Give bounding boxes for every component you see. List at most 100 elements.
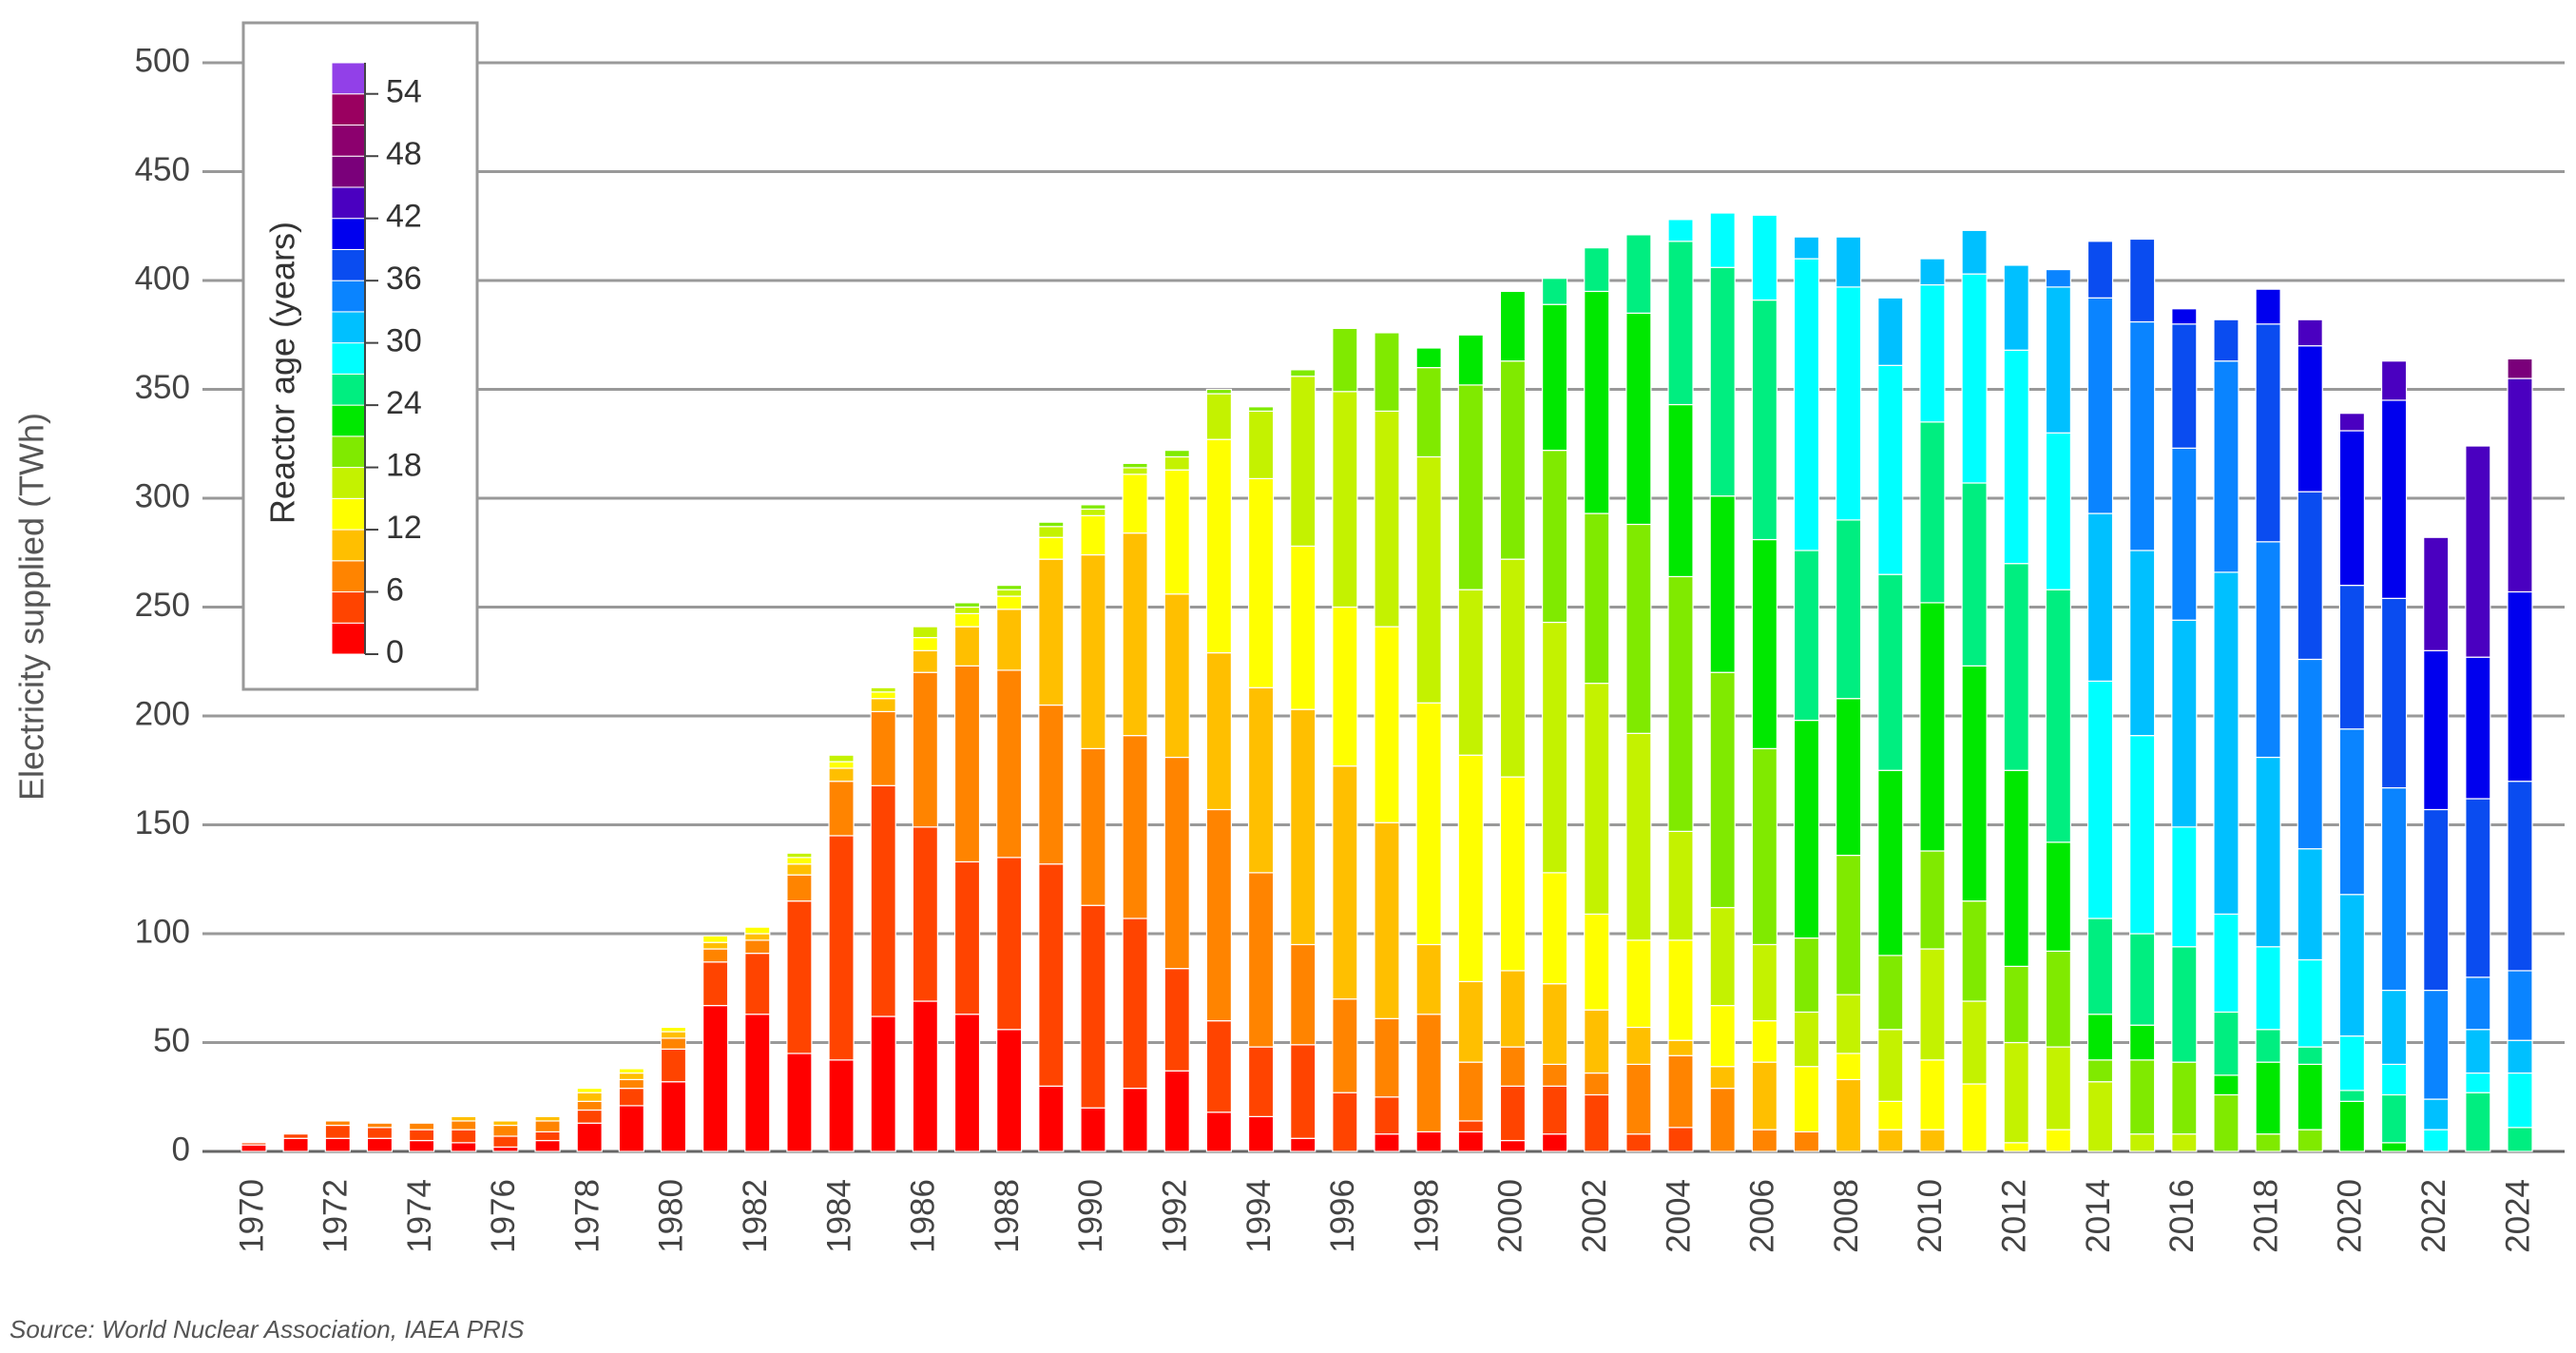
bar-segment	[2297, 848, 2323, 961]
bar-segment	[1415, 1131, 1442, 1152]
bar-segment	[1877, 364, 1904, 575]
bar-segment	[1541, 303, 1568, 452]
bar-segment	[2338, 430, 2366, 587]
bar-segment	[2465, 798, 2491, 978]
colorbar-tick-label: 42	[386, 199, 422, 235]
bar-segment	[828, 767, 855, 783]
bar-segment	[1793, 258, 1820, 551]
bar-segment	[870, 691, 896, 700]
bar-segment	[1374, 1133, 1400, 1152]
bar-segment	[2213, 360, 2240, 573]
bar-segment	[2297, 1046, 2323, 1065]
bar-segment	[1122, 918, 1148, 1090]
x-tick-label: 2022	[2415, 1179, 2452, 1253]
bar-segment	[2086, 918, 2114, 1015]
bar-segment	[1499, 360, 1527, 560]
bar-segment	[1374, 332, 1400, 412]
x-tick-label: 2014	[2080, 1179, 2117, 1253]
bar-segment	[660, 1031, 687, 1039]
bar-segment	[1625, 1133, 1652, 1152]
bar-segment	[2507, 1127, 2533, 1152]
bar-segment	[451, 1129, 477, 1144]
bar-segment	[744, 939, 771, 955]
bar-segment	[2213, 1093, 2240, 1152]
bar-segment	[1751, 943, 1778, 1022]
bar-segment	[2380, 597, 2408, 789]
colorbar-swatch	[331, 93, 366, 126]
bar-segment	[1122, 474, 1148, 534]
bar-segment	[2045, 950, 2071, 1048]
bar-segment	[618, 1068, 644, 1074]
bar-segment	[1163, 1070, 1190, 1152]
x-tick-label: 2006	[1744, 1179, 1781, 1253]
bar-segment	[1836, 698, 1862, 857]
bar-segment	[2171, 1133, 2198, 1152]
bar-segment	[2129, 735, 2156, 935]
bar-segment	[1961, 1083, 1988, 1152]
bar-segment	[953, 665, 981, 863]
bar-segment	[451, 1115, 477, 1122]
bar-segment	[786, 1053, 813, 1152]
bar-segment	[1332, 606, 1358, 767]
bar-segment	[2171, 826, 2198, 948]
bar-segment	[996, 589, 1023, 597]
bar-segment	[2423, 1129, 2450, 1152]
bar-segment	[1290, 1044, 1317, 1139]
bar-segment	[1625, 312, 1652, 526]
bar-segment	[744, 953, 771, 1015]
colorbar-swatch	[331, 311, 366, 344]
bar-segment	[2045, 432, 2071, 590]
bar-segment	[1499, 776, 1527, 972]
bar-segment	[1499, 1085, 1527, 1142]
colorbar-swatch	[331, 124, 366, 157]
bar-segment	[1919, 283, 1946, 423]
bar-segment	[1625, 732, 1652, 941]
bar-segment	[660, 1026, 687, 1033]
x-tick-label: 2024	[2499, 1179, 2536, 1253]
bar-segment	[1374, 1017, 1400, 1098]
colorbar-tick-label: 54	[386, 74, 422, 110]
bar-segment	[1415, 455, 1442, 704]
bar-segment	[2380, 989, 2408, 1066]
bar-segment	[1751, 538, 1778, 749]
x-tick-label: 1980	[653, 1179, 690, 1253]
bar-segment	[1332, 998, 1358, 1093]
bar-segment	[1709, 1066, 1736, 1090]
bar-segment	[2003, 563, 2029, 771]
bar-segment	[1290, 545, 1317, 710]
bar-segment	[2086, 1081, 2114, 1152]
bar-segment	[1038, 558, 1065, 706]
bar-segment	[1163, 968, 1190, 1072]
bar-segment	[1374, 1096, 1400, 1135]
bar-segment	[870, 1015, 896, 1152]
bar-segment	[2380, 360, 2408, 401]
bar-segment	[1205, 438, 1233, 654]
bar-segment	[2507, 781, 2533, 972]
bar-segment	[1751, 1061, 1778, 1131]
bar-segment	[1457, 384, 1484, 590]
bar-segment	[702, 948, 729, 963]
bar-segment	[576, 1122, 603, 1152]
bar-segment	[1877, 1100, 1904, 1131]
bar-segment	[1793, 1011, 1820, 1068]
source: Source: World Nuclear Association, IAEA …	[10, 1315, 525, 1343]
bar-segment	[576, 1100, 603, 1111]
bar-segment	[534, 1120, 561, 1132]
bar-segment	[2003, 769, 2029, 967]
bar-segment	[2129, 933, 2156, 1026]
x-tick-label: 2020	[2332, 1179, 2369, 1253]
bar-segment	[1499, 558, 1527, 778]
colorbar-tick-label: 48	[386, 136, 422, 172]
bar-segment	[1247, 406, 1275, 413]
bar-segment	[1374, 410, 1400, 628]
bar-segment	[2297, 958, 2323, 1048]
bar-segment	[1584, 1072, 1610, 1096]
bar-segment	[408, 1122, 435, 1131]
colorbar-swatch	[331, 497, 366, 531]
bar-segment	[912, 649, 938, 673]
bar-segment	[1080, 508, 1106, 516]
bar-segment	[953, 612, 981, 628]
bar-segment	[786, 852, 813, 859]
bar-segment	[1541, 1085, 1568, 1135]
